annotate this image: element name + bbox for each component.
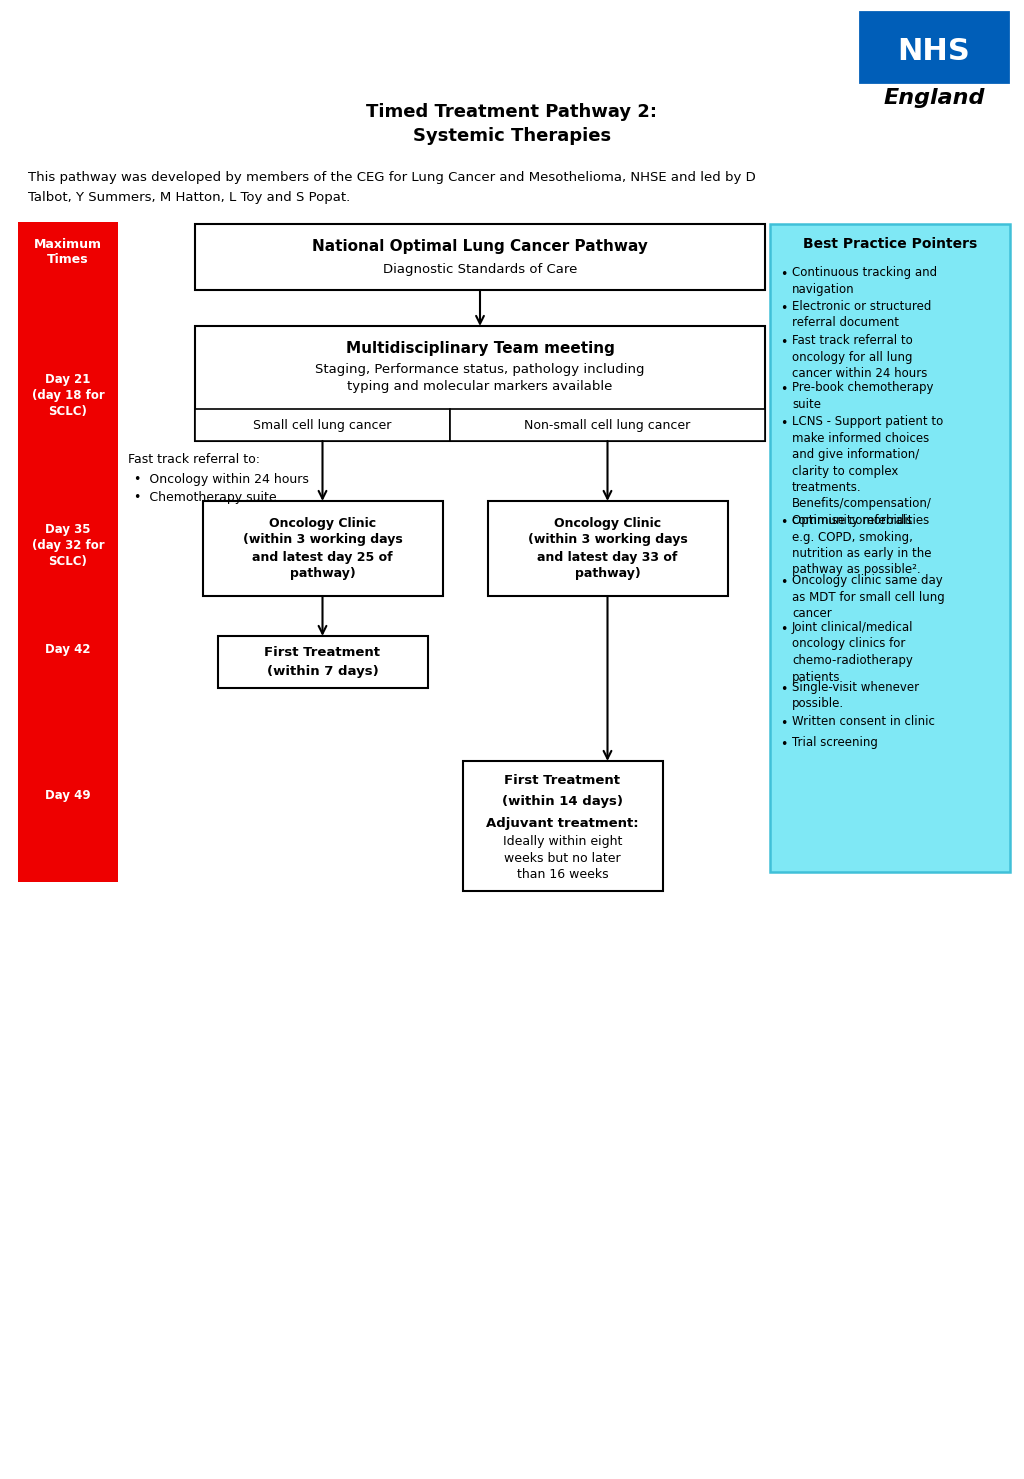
Text: National Optimal Lung Cancer Pathway: National Optimal Lung Cancer Pathway bbox=[312, 238, 648, 253]
Text: Fast track referral to
oncology for all lung
cancer within 24 hours: Fast track referral to oncology for all … bbox=[792, 334, 928, 380]
FancyBboxPatch shape bbox=[860, 12, 1008, 81]
FancyBboxPatch shape bbox=[18, 222, 118, 881]
Text: •: • bbox=[780, 268, 787, 281]
Text: Timed Treatment Pathway 2:: Timed Treatment Pathway 2: bbox=[367, 104, 657, 121]
Text: Pre-book chemotherapy
suite: Pre-book chemotherapy suite bbox=[792, 382, 934, 411]
Text: Day 35
(day 32 for
SCLC): Day 35 (day 32 for SCLC) bbox=[32, 522, 104, 568]
Text: Continuous tracking and
navigation: Continuous tracking and navigation bbox=[792, 266, 937, 296]
Text: •: • bbox=[780, 336, 787, 349]
Text: •: • bbox=[780, 575, 787, 589]
Text: •: • bbox=[780, 683, 787, 697]
Text: This pathway was developed by members of the CEG for Lung Cancer and Mesotheliom: This pathway was developed by members of… bbox=[28, 172, 756, 183]
Text: •  Oncology within 24 hours: • Oncology within 24 hours bbox=[134, 473, 309, 487]
Text: Trial screening: Trial screening bbox=[792, 737, 878, 748]
Text: •: • bbox=[780, 516, 787, 529]
Text: (within 14 days): (within 14 days) bbox=[502, 794, 623, 808]
Text: Systemic Therapies: Systemic Therapies bbox=[413, 127, 611, 145]
Text: Best Practice Pointers: Best Practice Pointers bbox=[803, 237, 977, 251]
FancyBboxPatch shape bbox=[195, 223, 765, 290]
Text: Diagnostic Standards of Care: Diagnostic Standards of Care bbox=[383, 263, 578, 277]
Text: Optimise comorbidities
e.g. COPD, smoking,
nutrition as early in the
pathway as : Optimise comorbidities e.g. COPD, smokin… bbox=[792, 515, 932, 577]
Text: Fast track referral to:: Fast track referral to: bbox=[128, 453, 260, 466]
Text: Non-small cell lung cancer: Non-small cell lung cancer bbox=[524, 419, 690, 432]
Text: Day 49: Day 49 bbox=[45, 788, 91, 802]
Text: Written consent in clinic: Written consent in clinic bbox=[792, 714, 935, 728]
FancyBboxPatch shape bbox=[463, 762, 663, 890]
Text: Day 42: Day 42 bbox=[45, 643, 91, 657]
FancyBboxPatch shape bbox=[195, 325, 765, 441]
Text: Staging, Performance status, pathology including
typing and molecular markers av: Staging, Performance status, pathology i… bbox=[315, 362, 645, 393]
Text: •: • bbox=[780, 417, 787, 430]
Text: Oncology clinic same day
as MDT for small cell lung
cancer: Oncology clinic same day as MDT for smal… bbox=[792, 574, 945, 620]
Text: First Treatment: First Treatment bbox=[505, 775, 621, 787]
FancyBboxPatch shape bbox=[770, 223, 1010, 873]
Text: Talbot, Y Summers, M Hatton, L Toy and S Popat.: Talbot, Y Summers, M Hatton, L Toy and S… bbox=[28, 191, 350, 204]
Text: Small cell lung cancer: Small cell lung cancer bbox=[253, 419, 392, 432]
Text: First Treatment: First Treatment bbox=[264, 645, 381, 658]
Text: Oncology Clinic
(within 3 working days
and latest day 33 of
pathway): Oncology Clinic (within 3 working days a… bbox=[527, 516, 687, 580]
Text: Maximum
Times: Maximum Times bbox=[34, 238, 102, 266]
FancyBboxPatch shape bbox=[203, 501, 442, 596]
Text: LCNS - Support patient to
make informed choices
and give information/
clarity to: LCNS - Support patient to make informed … bbox=[792, 416, 943, 527]
FancyBboxPatch shape bbox=[450, 410, 765, 441]
Text: (within 7 days): (within 7 days) bbox=[266, 666, 379, 679]
Text: •: • bbox=[780, 623, 787, 636]
Text: Multidisciplinary Team meeting: Multidisciplinary Team meeting bbox=[345, 340, 614, 355]
FancyBboxPatch shape bbox=[487, 501, 727, 596]
Text: Day 21
(day 18 for
SCLC): Day 21 (day 18 for SCLC) bbox=[32, 373, 104, 417]
Text: Oncology Clinic
(within 3 working days
and latest day 25 of
pathway): Oncology Clinic (within 3 working days a… bbox=[243, 516, 402, 580]
Text: Joint clinical/medical
oncology clinics for
chemo-radiotherapy
patients: Joint clinical/medical oncology clinics … bbox=[792, 621, 913, 683]
FancyBboxPatch shape bbox=[217, 636, 427, 688]
Text: England: England bbox=[884, 87, 985, 108]
Text: •: • bbox=[780, 383, 787, 396]
Text: Electronic or structured
referral document: Electronic or structured referral docume… bbox=[792, 300, 932, 330]
Text: Adjuvant treatment:: Adjuvant treatment: bbox=[486, 816, 639, 830]
Text: Single-visit whenever
possible.: Single-visit whenever possible. bbox=[792, 680, 920, 710]
Text: •: • bbox=[780, 717, 787, 731]
Text: •  Chemotherapy suite: • Chemotherapy suite bbox=[134, 491, 276, 504]
Text: Ideally within eight
weeks but no later
than 16 weeks: Ideally within eight weeks but no later … bbox=[503, 834, 623, 881]
FancyBboxPatch shape bbox=[195, 410, 450, 441]
Text: •: • bbox=[780, 738, 787, 751]
Text: •: • bbox=[780, 302, 787, 315]
Text: NHS: NHS bbox=[898, 37, 971, 67]
